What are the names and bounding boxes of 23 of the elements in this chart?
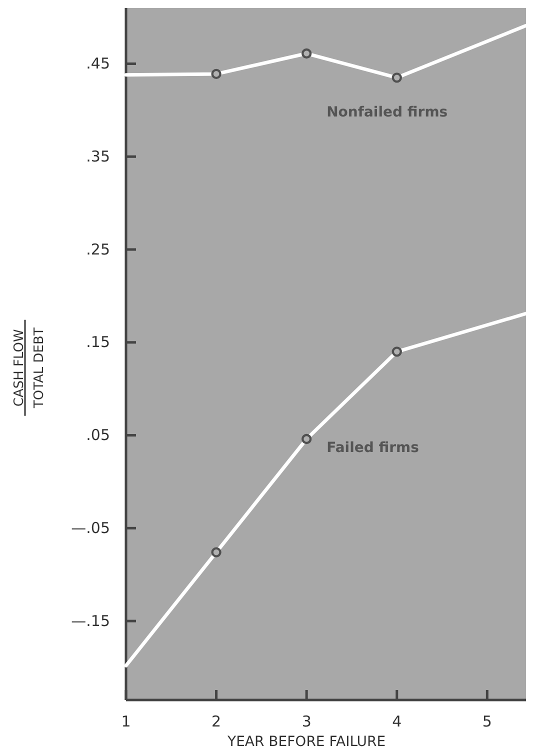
y-tick-label: .25 [86,240,110,258]
y-tick-label: .45 [86,54,110,73]
line-series [124,312,528,668]
x-tick-label: 2 [212,712,222,731]
series-label: Failed firms [326,440,419,456]
point [211,547,222,558]
y-tick-label: .35 [86,147,110,166]
x-tick-label: 3 [302,712,312,731]
text: Nonfailed firms [326,104,448,120]
x-axis-title: YEAR BEFORE FAILURE [226,734,386,750]
y-axis-title: CASH FLOW TOTAL DEBT [12,328,47,410]
y-tick-label: —.15 [71,612,110,630]
point [392,346,402,357]
x-tick-label: 5 [482,712,492,731]
x-tick-label: 4 [392,712,402,731]
y-tick-label: —.05 [71,518,110,537]
point [302,434,312,444]
y-tick-label: .15 [86,333,110,352]
x-tick-label: 1 [121,712,131,731]
y-tick-label: .05 [86,426,110,444]
point [211,68,222,80]
point [302,48,312,59]
point [392,72,402,83]
